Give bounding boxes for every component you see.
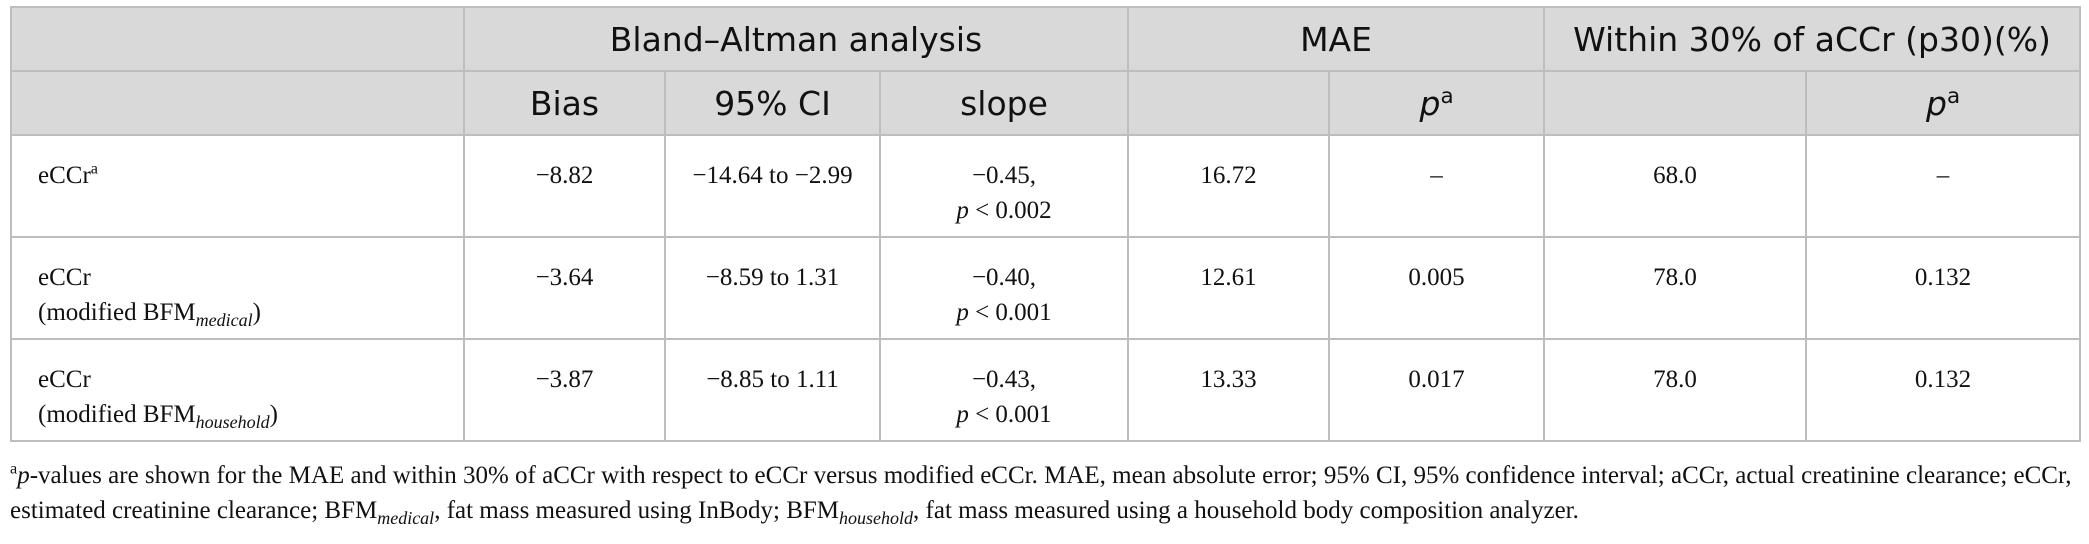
results-table: Bland–Altman analysis MAE Within 30% of …	[10, 6, 2082, 442]
p30-cell: 78.0	[1543, 236, 1808, 340]
row-label: eCCra	[10, 134, 465, 238]
subheader-mae-p: pa	[1328, 70, 1546, 136]
mae-p-cell: 0.017	[1328, 338, 1546, 442]
header-within-30: Within 30% of aCCr (p30)(%)	[1543, 6, 2082, 72]
subheader-empty	[10, 70, 465, 136]
mae-cell: 12.61	[1127, 236, 1331, 340]
mae-p-cell: –	[1328, 134, 1546, 238]
p30-cell: 78.0	[1543, 338, 1808, 442]
table-row: eCCra −8.82 −14.64 to −2.99 −0.45, p < 0.…	[10, 134, 2082, 238]
row-label: eCCr (modified BFMhousehold)	[10, 338, 465, 442]
slope-cell: −0.40, p < 0.001	[878, 236, 1130, 340]
bias-cell: −3.87	[463, 338, 666, 442]
p-superscript: a	[1946, 83, 1961, 109]
header-row-1: Bland–Altman analysis MAE Within 30% of …	[10, 6, 2082, 72]
mae-cell: 16.72	[1127, 134, 1331, 238]
bias-cell: −8.82	[463, 134, 666, 238]
ci-cell: −8.59 to 1.31	[664, 236, 881, 340]
p-superscript: a	[1440, 83, 1454, 109]
header-mae: MAE	[1127, 6, 1546, 72]
ci-cell: −14.64 to −2.99	[664, 134, 881, 238]
mae-p-cell: 0.005	[1328, 236, 1546, 340]
p30-p-cell: 0.132	[1805, 236, 2082, 340]
table-footnote: ap-values are shown for the MAE and with…	[10, 459, 2072, 528]
table-row: eCCr (modified BFMhousehold) −3.87 −8.85 …	[10, 338, 2082, 442]
table-row: eCCr (modified BFMmedical) −3.64 −8.59 to…	[10, 236, 2082, 340]
subheader-ci: 95% CI	[664, 70, 881, 136]
mae-cell: 13.33	[1127, 338, 1331, 442]
slope-cell: −0.45, p < 0.002	[878, 134, 1130, 238]
slope-cell: −0.43, p < 0.001	[878, 338, 1130, 442]
row-label: eCCr (modified BFMmedical)	[10, 236, 465, 340]
subheader-mae-value	[1127, 70, 1331, 136]
p30-p-cell: 0.132	[1805, 338, 2082, 442]
p-symbol: p	[1925, 83, 1947, 123]
p-symbol: p	[1419, 83, 1441, 123]
header-empty	[10, 6, 465, 72]
header-bland-altman: Bland–Altman analysis	[462, 6, 1130, 72]
bias-cell: −3.64	[463, 236, 666, 340]
subheader-p30-value	[1543, 70, 1808, 136]
p30-cell: 68.0	[1543, 134, 1808, 238]
header-row-2: Bias 95% CI slope pa pa	[10, 70, 2082, 136]
subheader-p30-p: pa	[1805, 70, 2082, 136]
subheader-slope: slope	[878, 70, 1130, 136]
subheader-bias: Bias	[463, 70, 666, 136]
p30-p-cell: –	[1805, 134, 2082, 238]
ci-cell: −8.85 to 1.11	[664, 338, 881, 442]
